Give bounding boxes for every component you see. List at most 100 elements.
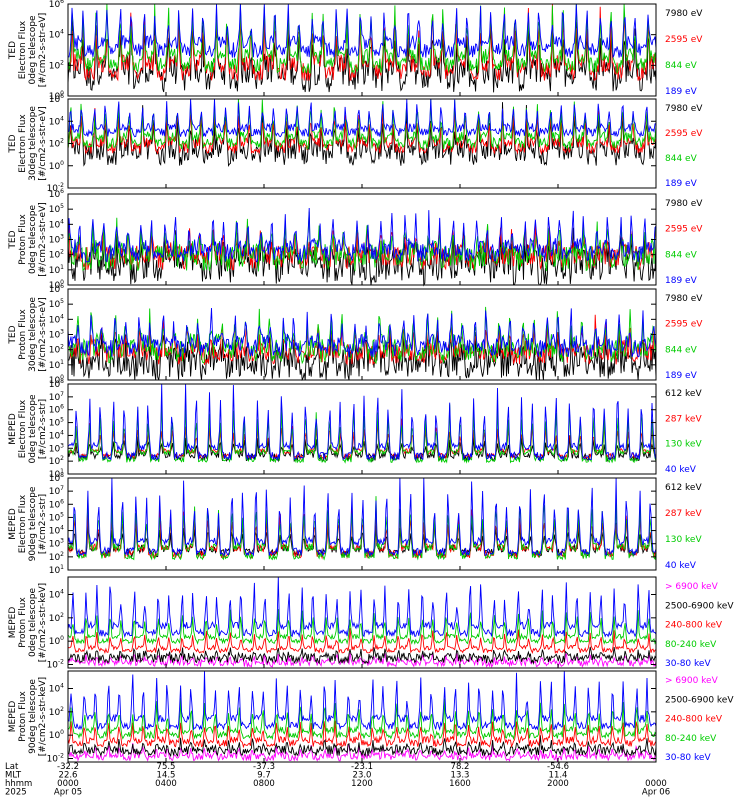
y-tick-label: 108: [49, 378, 64, 390]
legend-entry: 844 eV: [665, 61, 698, 71]
series-line-2-4: [67, 98, 657, 138]
x-tick-label: -23.1: [351, 762, 373, 772]
legend-entry: 844 eV: [665, 345, 698, 355]
y-tick-label: 100: [49, 279, 64, 291]
y-tick-label: 104: [49, 29, 64, 41]
series-line-8-5: [67, 670, 657, 731]
x-tick-label: 1600: [449, 779, 471, 789]
y-tick-label: 101: [49, 468, 64, 480]
legend-entry: 189 eV: [665, 276, 698, 286]
y-tick-label: 105: [49, 203, 64, 215]
x-tick-label: -54.6: [547, 762, 569, 772]
y-tick-label: 107: [49, 485, 64, 497]
y-tick-label: 102: [49, 551, 64, 563]
y-tick-label: 104: [49, 683, 64, 695]
y-tick-label: 103: [49, 538, 64, 550]
y-axis-label: MEPEDProton Flux0deg telescope[#/cm2-s-s…: [8, 583, 48, 662]
x-row-label: Lat: [5, 762, 19, 772]
y-tick-label: 101: [49, 359, 64, 371]
x-tick-label: 0800: [253, 779, 275, 789]
legend-entry: 189 eV: [665, 179, 698, 189]
legend-entry: 130 keV: [665, 535, 702, 545]
x-tick-label: 9.7: [257, 771, 271, 781]
legend-entry: 2500-6900 keV: [665, 695, 734, 705]
x-row-label: 2025: [5, 788, 27, 798]
legend-entry: 7980 eV: [665, 104, 703, 114]
legend-entry: 30-80 keV: [665, 659, 711, 669]
series-line-1-3: [67, 3, 657, 75]
legend-entry: 844 eV: [665, 154, 698, 164]
x-tick-label: 1200: [351, 779, 373, 789]
x-tick-label: 13.3: [451, 771, 470, 781]
y-tick-label: 106: [49, 498, 64, 510]
y-tick-label: 106: [49, 188, 64, 200]
legend-entry: > 6900 keV: [665, 676, 719, 686]
x-tick-label: Apr 06: [642, 788, 670, 798]
y-tick-label: 101: [49, 564, 64, 576]
legend-entry: 130 keV: [665, 440, 702, 450]
legend-entry: 240-800 keV: [665, 715, 723, 725]
x-tick-label: 11.4: [549, 771, 568, 781]
series-line-5-4: [67, 383, 657, 462]
y-tick-label: 100: [49, 635, 64, 647]
y-tick-label: 103: [49, 234, 64, 246]
series-line-8-2: [67, 735, 657, 758]
legend-entry: 80-240 keV: [665, 734, 717, 744]
legend-entry: 844 eV: [665, 250, 698, 260]
series-line-2-3: [67, 98, 657, 151]
series-line-3-4: [67, 207, 657, 263]
series-line-6-3: [67, 496, 657, 561]
y-tick-label: 100: [49, 160, 64, 172]
x-tick-label: 23.0: [353, 771, 372, 781]
x-tick-label: -32.2: [57, 762, 79, 772]
legend-entry: 7980 eV: [665, 294, 703, 304]
series-line-8-3: [67, 720, 657, 749]
x-tick-label: 0000: [645, 779, 667, 789]
x-tick-label: 78.2: [451, 762, 470, 772]
y-axis-label: TEDElectron Flux0deg telescope[#/cm2-s-s…: [8, 13, 48, 88]
legend-entry: 40 keV: [665, 561, 697, 571]
series-line-6-4: [67, 477, 657, 557]
y-tick-label: 104: [49, 218, 64, 230]
y-tick-label: 106: [49, 0, 64, 10]
legend-entry: 40 keV: [665, 465, 697, 475]
legend-entry: 7980 eV: [665, 199, 703, 209]
series-line-7-2: [67, 646, 657, 665]
series-line-4-4: [67, 307, 657, 358]
y-tick-label: 101: [49, 264, 64, 276]
y-tick-label: 10-2: [47, 182, 65, 194]
y-tick-label: 10-2: [47, 659, 65, 671]
x-row-label: hhmm: [5, 779, 32, 789]
y-tick-label: 103: [49, 329, 64, 341]
legend-entry: 189 eV: [665, 371, 698, 381]
series-line-3-3: [67, 211, 657, 272]
y-tick-label: 102: [49, 59, 64, 71]
y-tick-label: 102: [49, 706, 64, 718]
y-tick-label: 100: [49, 729, 64, 741]
x-tick-label: 14.5: [157, 771, 176, 781]
y-tick-label: 10-2: [47, 753, 65, 765]
y-tick-label: 106: [49, 283, 64, 295]
y-tick-label: 100: [49, 374, 64, 386]
y-tick-label: 106: [49, 404, 64, 416]
y-tick-label: 107: [49, 391, 64, 403]
y-tick-label: 103: [49, 442, 64, 454]
y-axis-label: TEDElectron Flux30deg telescope[#/cm2-s-…: [8, 106, 48, 181]
y-tick-label: 104: [49, 115, 64, 127]
y-axis-label: MEPEDElectron Flux90deg telescope[#/cm2-…: [8, 486, 48, 561]
panel-frame: [67, 193, 657, 286]
legend-entry: 2595 eV: [665, 35, 703, 45]
legend-entry: 80-240 keV: [665, 640, 717, 650]
series-line-7-4: [67, 609, 657, 645]
y-tick-label: 104: [49, 589, 64, 601]
y-tick-label: 102: [49, 344, 64, 356]
